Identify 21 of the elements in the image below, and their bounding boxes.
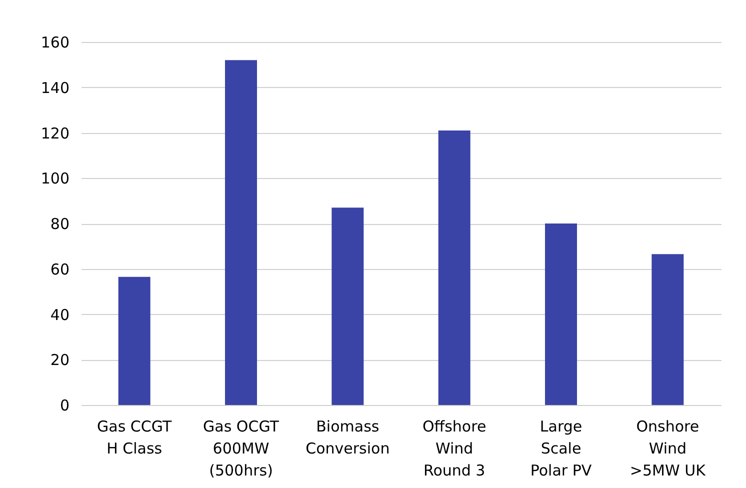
bar — [332, 208, 364, 405]
y-tick-label: 80 — [50, 215, 70, 233]
x-tick-label: Gas CCGT H Class — [97, 418, 172, 458]
bar — [438, 130, 470, 405]
x-tick-label: Biomass Conversion — [306, 418, 390, 458]
y-tick-label: 140 — [40, 78, 70, 97]
bar — [545, 224, 577, 405]
x-tick-label: Gas OCGT 600MW (500hrs) — [203, 418, 280, 480]
y-tick-label: 20 — [50, 351, 70, 370]
x-tick-label: Onshore Wind >5MW UK — [630, 418, 707, 480]
y-tick-label: 120 — [40, 124, 70, 142]
x-tick-label: Offshore Wind Round 3 — [422, 418, 486, 480]
bar — [118, 276, 150, 405]
bar — [225, 60, 257, 405]
x-tick-label: Large Scale Polar PV — [530, 418, 592, 480]
y-tick-label: 40 — [50, 306, 70, 324]
y-tick-label: 60 — [50, 260, 70, 278]
y-tick-label: 160 — [40, 34, 70, 52]
y-tick-label: 0 — [60, 396, 70, 414]
bar — [652, 254, 684, 405]
y-tick-label: 100 — [40, 170, 70, 188]
